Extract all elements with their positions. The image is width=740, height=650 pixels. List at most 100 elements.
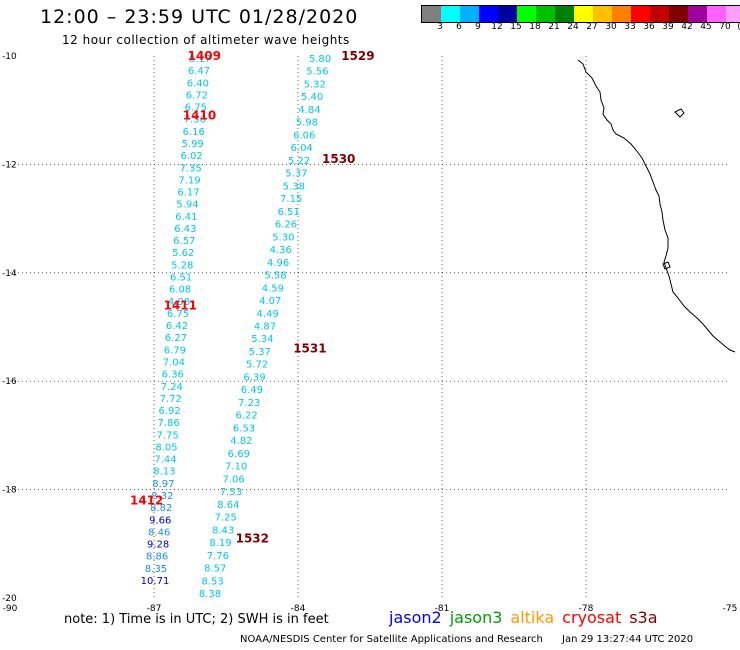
wave-height-value: 7.53 [220,487,242,498]
lon-tick-label: -84 [291,604,306,614]
color-scale-label: 12 [491,22,503,32]
lon-tick-label: -81 [435,604,450,614]
wave-height-value: 5.56 [306,67,328,78]
wave-height-value: 6.26 [275,220,297,231]
wave-height-value: 6.27 [165,333,187,344]
wave-height-value: 6.72 [186,90,208,101]
wave-height-value: 5.22 [288,156,310,167]
satellite-legend: jason2 jason3 altika cryosat s3a [389,608,666,627]
wave-height-value: 5.94 [176,200,198,211]
color-swatch [460,6,479,22]
color-swatch [669,6,688,22]
wave-height-value: 4.96 [267,258,289,269]
credit-line: NOAA/NESDIS Center for Satellite Applica… [240,634,709,645]
wave-height-value: 8.82 [150,503,172,514]
wave-height-value: 4.84 [298,105,320,116]
lon-tick-label: -90 [3,604,18,614]
color-swatch [631,6,650,22]
wave-height-value: 6.36 [162,370,184,381]
wave-height-value: 4.36 [270,245,292,256]
wave-height-value: 6.69 [228,449,250,460]
pass-time-label: 1529 [341,49,374,63]
wave-height-value: 6.17 [177,188,199,199]
wave-height-value: 6.51 [170,273,192,284]
wave-height-value: 7.10 [225,462,247,473]
lon-tick-label: -78 [579,604,594,614]
color-swatch [593,6,612,22]
color-swatch [479,6,498,22]
wave-height-value: 8.13 [153,467,175,478]
wave-height-value: 5.80 [309,54,331,65]
wave-height-value: 6.42 [166,321,188,332]
color-swatch [555,6,574,22]
track-1409-1412: 8.176.476.406.726.757.566.165.996.027.35… [141,54,211,587]
color-scale-label: 39 [662,22,674,32]
lake-outline [674,108,685,118]
wave-height-value: 6.47 [188,66,210,77]
wave-height-value: 6.92 [159,406,181,417]
lat-tick-label: -18 [2,486,17,496]
color-scale-label: 30 [605,22,617,32]
coastline [577,59,736,353]
color-scale-label: 6 [456,22,462,32]
color-scale-label: 36 [643,22,655,32]
wave-height-value: 5.72 [246,360,268,371]
wave-height-value: 5.28 [171,260,193,271]
lon-tick-label: -87 [147,604,162,614]
pass-time-label: 1532 [236,531,269,545]
color-swatch [498,6,517,22]
wave-height-value: 8.17 [189,54,211,65]
wave-height-value: 7.35 [179,163,201,174]
wave-height-value: 8.86 [146,552,168,563]
wave-height-value: 8.32 [151,491,173,502]
wave-height-value: 5.98 [296,118,318,129]
satellite-legend-altika: altika [510,608,555,627]
pass-time-label: 1411 [164,298,197,312]
lon-tick-label: -75 [723,604,738,614]
pass-time-label: 1409 [188,49,221,63]
color-scale-label: 18 [529,22,541,32]
color-swatch [517,6,536,22]
wave-height-value: 5.37 [249,347,271,358]
wave-height-value: 5.58 [264,271,286,282]
wave-height-value: 4.07 [259,296,281,307]
color-swatch [688,6,707,22]
wave-height-value: 9.66 [149,515,171,526]
generation-timestamp: Jan 29 13:27:44 UTC 2020 [562,634,694,645]
lat-lon-grid [10,56,730,598]
color-swatch [422,6,441,22]
wave-height-value: 4.82 [230,436,252,447]
lat-tick-label: -12 [2,160,17,170]
wave-height-value: 6.43 [174,224,196,235]
color-scale-label: 27 [586,22,598,32]
wave-height-value: 7.23 [238,398,260,409]
color-scale-bar [421,5,740,23]
pass-time-label: 1412 [130,493,163,507]
wave-height-value: 5.62 [172,248,194,259]
color-swatch [574,6,593,22]
wave-height-value: 5.37 [285,169,307,180]
lat-tick-label: -14 [2,269,17,279]
wave-height-value: 8.46 [148,527,170,538]
color-scale-label: 24 [567,22,579,32]
wave-height-value: 6.51 [277,207,299,218]
wave-height-value: 7.86 [157,418,179,429]
wave-height-value: 4.87 [254,322,276,333]
wave-height-value: 5.99 [182,139,204,150]
pass-time-label: 1530 [322,152,355,166]
lat-tick-label: -20 [2,594,17,604]
wave-height-value: 8.64 [217,500,239,511]
wave-height-value: 5.34 [251,334,273,345]
wave-height-value: 6.53 [233,423,255,434]
wave-height-value: 7.24 [161,382,183,393]
satellite-legend-jason3: jason3 [449,608,503,627]
wave-height-value: 7.76 [207,551,229,562]
wave-height-value: 7.56 [184,115,206,126]
wave-height-value: 4.49 [256,309,278,320]
wave-height-value: 7.19 [178,175,200,186]
wave-height-value: 4.98 [168,297,190,308]
color-swatch [441,6,460,22]
color-scale-label: 45 [700,22,712,32]
color-swatch [650,6,669,22]
